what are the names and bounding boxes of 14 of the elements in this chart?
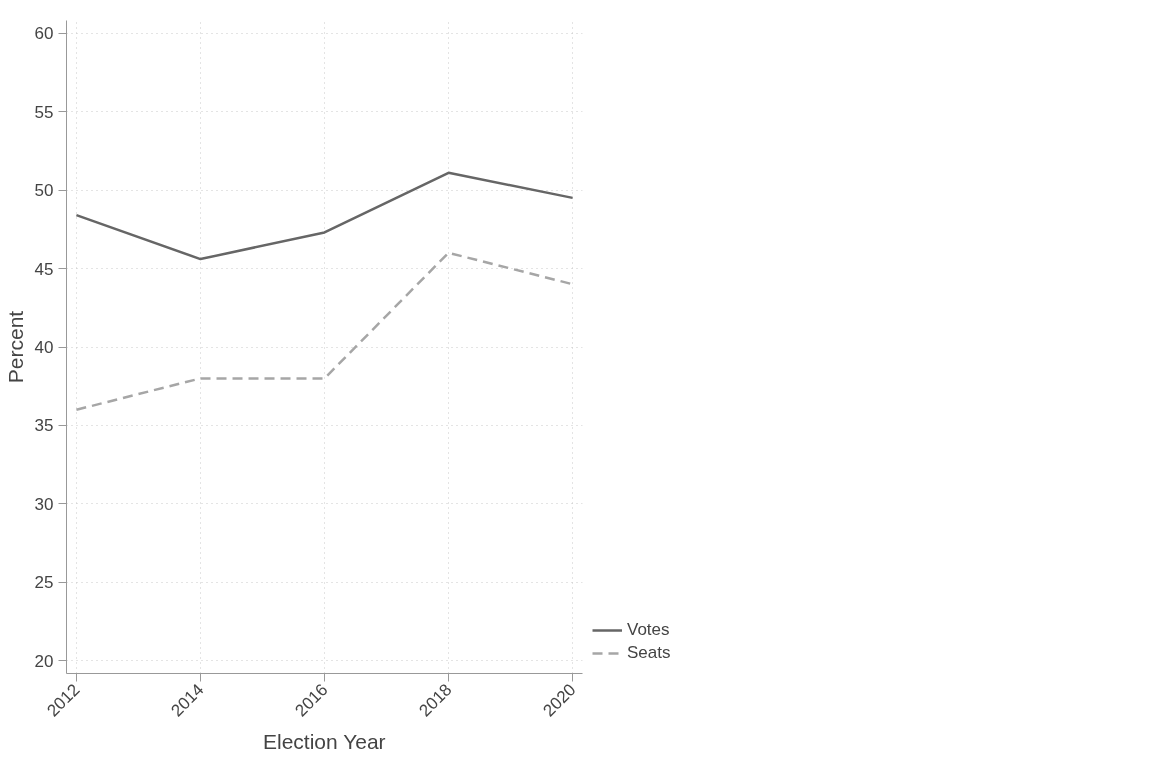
- y-tick-label: 35: [34, 416, 54, 436]
- x-axis-title: Election Year: [263, 729, 386, 753]
- y-tick-label: 25: [34, 573, 54, 593]
- legend-label: Votes: [627, 620, 670, 640]
- legend-label: Seats: [627, 643, 671, 663]
- y-axis-title: Percent: [3, 310, 27, 384]
- y-tick-label: 50: [34, 181, 54, 201]
- y-tick-label: 20: [34, 651, 54, 671]
- line-series: [75, 171, 574, 261]
- y-tick-label: 45: [34, 259, 54, 279]
- y-tick-label: 30: [34, 494, 54, 514]
- y-tick-label: 40: [34, 338, 54, 357]
- y-tick-label: 60: [34, 24, 54, 44]
- y-tick-label: 55: [34, 102, 54, 122]
